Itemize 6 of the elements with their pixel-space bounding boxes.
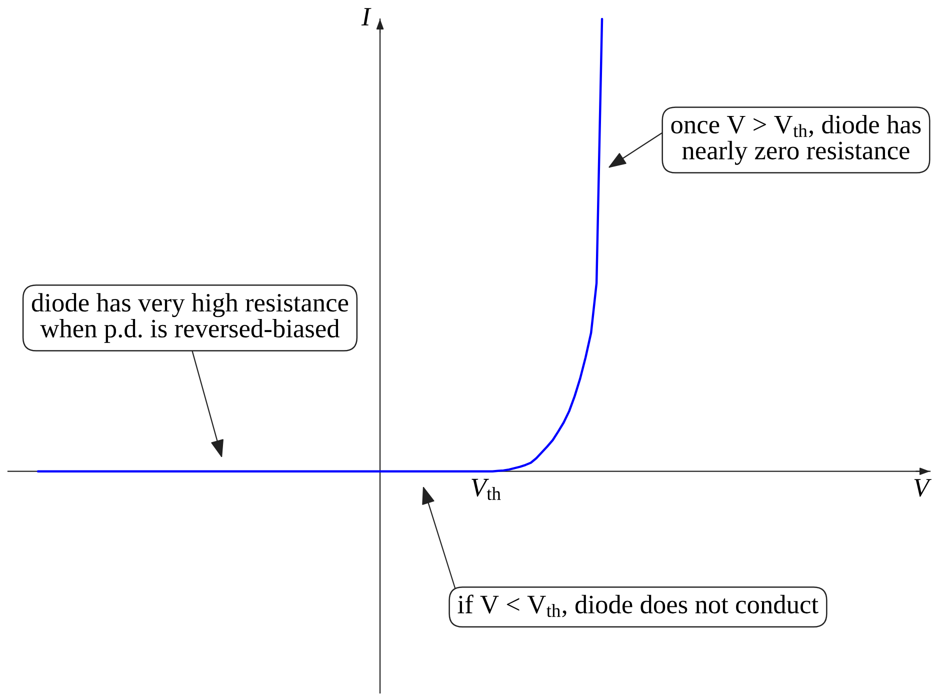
text: once V > V$_{th}$, diode has nearly zero resistance [671, 114, 921, 165]
text: V$_{th}$ [472, 478, 501, 500]
text: if V < V$_{th}$, diode does not conduct [458, 594, 818, 618]
y-axis-title: I [361, 8, 372, 26]
text: V [914, 479, 932, 497]
annotation: diode has very high resistance when p.d. is reversed-biased [32, 293, 348, 343]
